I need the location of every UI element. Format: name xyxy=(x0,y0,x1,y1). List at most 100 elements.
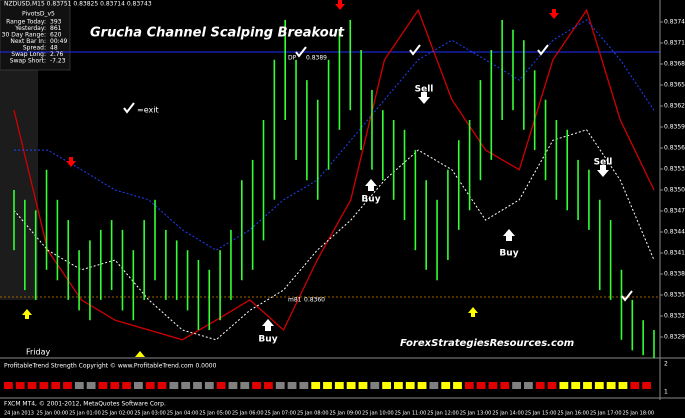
strength-cell xyxy=(122,382,131,389)
symbol-line: NZDUSD,M15 0.83751 0.83825 0.83714 0.837… xyxy=(4,1,152,8)
x-tick-label: 25 Jan 14:00 xyxy=(492,411,524,417)
check xyxy=(409,44,421,56)
strength-cell xyxy=(606,382,616,389)
strength-cell xyxy=(417,382,427,389)
info-key: 30 Day Range: xyxy=(2,32,46,39)
strength-cell xyxy=(464,382,474,389)
strength-cell xyxy=(512,382,521,389)
x-tick-label: 25 Jan 05:00 xyxy=(199,411,231,417)
strength-cell xyxy=(86,382,96,389)
signal-arrow xyxy=(468,307,478,317)
channel-line xyxy=(13,8,655,341)
x-tick-label: 24 Jan 2013 xyxy=(4,411,34,417)
x-tick-label: 25 Jan 16:00 xyxy=(557,411,589,417)
check xyxy=(123,102,135,114)
x-tick-label: 25 Jan 01:00 xyxy=(69,411,101,417)
strength-cell xyxy=(500,382,510,389)
info-key: Next Bar In: xyxy=(10,38,46,45)
strength-cell xyxy=(334,382,344,389)
info-box xyxy=(0,0,71,71)
signal-arrow xyxy=(22,309,32,319)
info-value: -7.23 xyxy=(50,58,66,65)
sell-label: Sell xyxy=(594,158,613,168)
x-tick-label: 25 Jan 11:00 xyxy=(395,411,427,417)
x-tick-label: 25 Jan 18:00 xyxy=(622,411,654,417)
site-label: ForexStrategiesResources.com xyxy=(400,338,574,349)
x-tick-label: 25 Jan 04:00 xyxy=(167,411,199,417)
info-value: 620 xyxy=(50,32,62,39)
sell-arrow xyxy=(597,165,609,177)
info-value: 2.76 xyxy=(50,51,64,58)
strength-cell xyxy=(346,382,356,389)
strength-cell xyxy=(571,382,581,389)
check xyxy=(537,44,549,56)
strength-cell xyxy=(358,382,368,389)
info-key: Swap Short: xyxy=(10,58,46,65)
info-key: Spread: xyxy=(23,45,46,52)
check xyxy=(621,290,633,302)
strength-cell xyxy=(594,382,604,389)
strength-cell xyxy=(110,382,120,389)
strength-cell xyxy=(275,382,285,389)
strength-cell xyxy=(228,382,238,389)
sell-label: Sell xyxy=(415,85,434,95)
strength-cell xyxy=(547,382,557,389)
status-line: FXCM MT4, © 2001-2012, MetaQuotes Softwa… xyxy=(4,401,166,408)
info-value: 48 xyxy=(50,45,58,52)
check xyxy=(295,46,307,58)
strength-cell xyxy=(429,382,439,389)
buy-arrow xyxy=(262,319,274,331)
info-key: Range Today: xyxy=(6,19,46,26)
strength-cell xyxy=(15,382,25,389)
m-label: m81 xyxy=(288,297,302,304)
signal-arrow xyxy=(335,0,345,10)
strength-cell xyxy=(74,382,84,389)
strength-cell xyxy=(535,382,545,389)
strength-cell xyxy=(216,382,226,389)
strength-cell xyxy=(39,382,49,389)
x-tick-label: 25 Jan 13:00 xyxy=(460,411,492,417)
strength-cell xyxy=(524,382,533,389)
strength-cell xyxy=(252,382,261,389)
signal-arrow xyxy=(66,157,76,167)
x-tick-label: 25 Jan 07:00 xyxy=(264,411,296,417)
dp-label: DP xyxy=(288,55,297,62)
x-tick-label: 25 Jan 06:00 xyxy=(232,411,264,417)
channel-line xyxy=(13,129,655,341)
strength-cell xyxy=(240,382,250,389)
strength-cell xyxy=(311,382,321,389)
info-rows: Range Today: 393 Yesterday: 861 30 Day Range… xyxy=(2,19,68,65)
signal-arrow xyxy=(549,9,559,19)
x-tick-label: 25 Jan 03:00 xyxy=(134,411,166,417)
buy-label: Buy xyxy=(499,249,518,259)
strength-cell xyxy=(204,382,214,389)
info-value: 393 xyxy=(50,19,62,26)
x-tick-label: 25 Jan 10:00 xyxy=(362,411,394,417)
strength-cell xyxy=(51,382,61,389)
strength-cell xyxy=(441,382,451,389)
strength-cell xyxy=(453,382,462,389)
info-title: PivotsD_v5 xyxy=(22,11,55,18)
x-tick-label: 25 Jan 00:00 xyxy=(37,411,69,417)
strength-cell xyxy=(145,382,155,389)
info-key: Yesterday: xyxy=(14,25,46,32)
indicator-label: ProfitableTrend Strength Copyright © www… xyxy=(4,363,217,370)
strength-cell xyxy=(382,382,391,389)
strength-cell xyxy=(134,382,143,389)
strength-cell xyxy=(405,382,415,389)
x-tick-label: 25 Jan 17:00 xyxy=(590,411,622,417)
strength-cell xyxy=(618,382,628,389)
